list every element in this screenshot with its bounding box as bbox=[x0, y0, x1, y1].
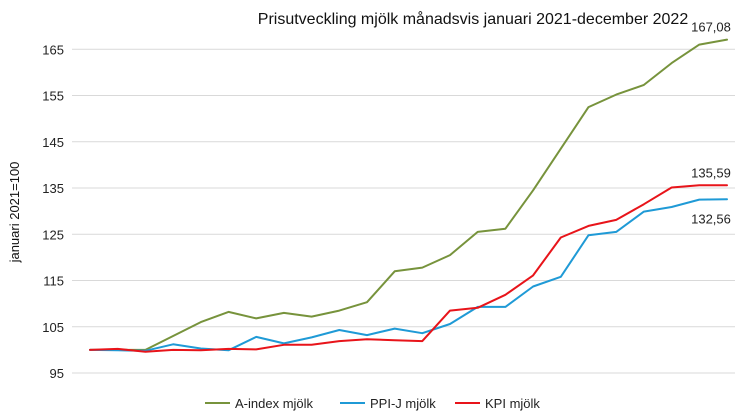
series-line-1 bbox=[89, 198, 728, 352]
y-axis: 95 105 115 125 135 145 155 165 bbox=[42, 42, 64, 381]
y-tick-label: 125 bbox=[42, 227, 64, 242]
y-tick-label: 145 bbox=[42, 135, 64, 150]
series-line-0 bbox=[89, 38, 728, 351]
gridlines bbox=[72, 48, 735, 374]
data-label: 167,08 bbox=[691, 20, 731, 35]
y-tick-label: 105 bbox=[42, 320, 64, 335]
legend: A-index mjölk PPI-J mjölk KPI mjölk bbox=[205, 396, 540, 411]
y-tick-label: 165 bbox=[42, 42, 64, 57]
data-label: 135,59 bbox=[691, 165, 731, 180]
legend-label-2: KPI mjölk bbox=[485, 396, 540, 411]
y-axis-title: januari 2021=100 bbox=[7, 162, 22, 264]
legend-label-1: PPI-J mjölk bbox=[370, 396, 436, 411]
y-tick-label: 115 bbox=[43, 274, 64, 289]
series-line-2 bbox=[89, 184, 728, 353]
data-label: 132,56 bbox=[691, 211, 731, 226]
data-labels: 167,08 135,59 132,56 bbox=[691, 20, 731, 227]
y-tick-label: 155 bbox=[42, 89, 64, 104]
legend-label-0: A-index mjölk bbox=[235, 396, 314, 411]
plot-series bbox=[89, 38, 728, 353]
y-tick-label: 135 bbox=[42, 181, 64, 196]
y-tick-label: 95 bbox=[50, 366, 64, 381]
chart-title: Prisutveckling mjölk månadsvis januari 2… bbox=[258, 10, 689, 28]
